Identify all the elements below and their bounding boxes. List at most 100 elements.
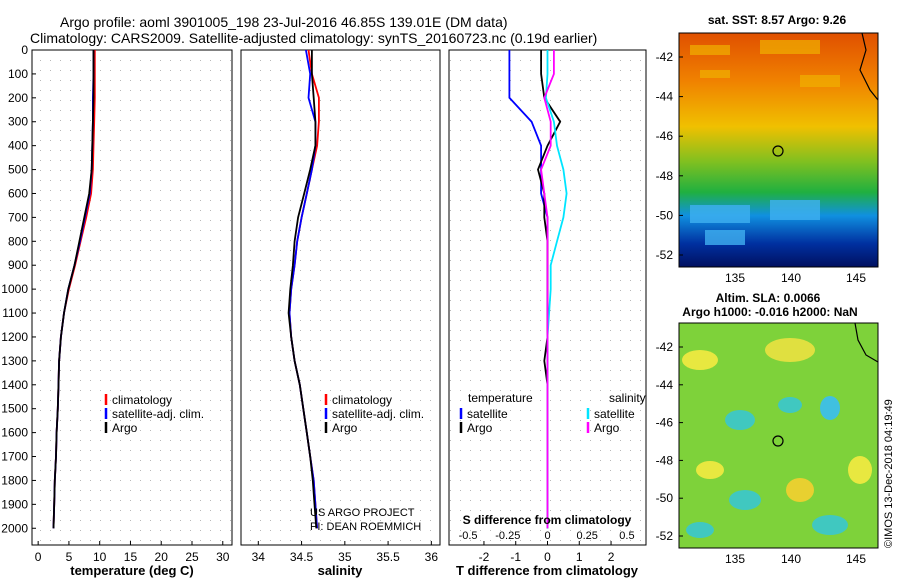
depth-tick-1300: 1300 (1, 354, 28, 368)
project-annotation-2: PI: DEAN ROEMMICH (310, 521, 421, 533)
depth-tick-600: 600 (8, 186, 28, 200)
top-tick-label: 0 (544, 530, 550, 542)
legend-label: Argo (112, 421, 138, 435)
depth-tick-0: 0 (21, 43, 28, 57)
x-tick-label: -1 (510, 550, 521, 564)
depth-tick-1400: 1400 (1, 378, 28, 392)
legend-label: Argo (332, 421, 358, 435)
sla-map: -42 -44 -46 -48 -50 -52 135 140 145 (656, 322, 879, 566)
depth-tick-1500: 1500 (1, 402, 28, 416)
lat-label: -42 (656, 50, 674, 64)
x-tick-label: 2 (608, 550, 615, 564)
salinity-tick-labels: 34 34.5 35 35.5 36 (252, 541, 439, 564)
depth-tick-1200: 1200 (1, 330, 28, 344)
top-tick-label: -0.5 (459, 530, 478, 542)
difference-xlabel-top: S difference from climatology (463, 513, 632, 527)
depth-tick-labels: 0 100 200 300 400 500 600 700 800 900 1000 1100 1200… (1, 43, 36, 535)
depth-tick-1000: 1000 (1, 282, 28, 296)
x-tick-label: 20 (155, 550, 169, 564)
lat-label: -52 (656, 529, 674, 543)
x-tick-label: 5 (66, 550, 73, 564)
x-tick-label: 36 (425, 550, 439, 564)
x-tick-label: 15 (124, 550, 138, 564)
sla-map-lon-labels: 135 140 145 (725, 552, 866, 566)
legend-label: Argo (594, 421, 620, 435)
temperature-grid (33, 51, 231, 544)
lat-label: -44 (656, 378, 674, 392)
lon-label: 140 (781, 552, 801, 566)
legend-title-salinity: salinity (609, 391, 646, 405)
sst-argo-marker (772, 145, 784, 157)
depth-tick-2000: 2000 (1, 521, 28, 535)
depth-tick-800: 800 (8, 234, 28, 248)
depth-tick-500: 500 (8, 163, 28, 177)
temperature-tick-labels: 0 5 10 15 20 25 30 (35, 541, 230, 564)
legend-label: climatology (112, 393, 172, 407)
depth-tick-300: 300 (8, 115, 28, 129)
series-argo (52, 50, 95, 529)
project-annotation-1: US ARGO PROJECT (310, 507, 415, 519)
sla-coastline (854, 322, 879, 363)
legend-label: satellite-adj. clim. (332, 407, 424, 421)
series-argo (287, 50, 318, 529)
credit-text: ©IMOS 13-Dec-2018 04:19:49 (883, 399, 895, 548)
depth-tick-1100: 1100 (2, 306, 28, 320)
x-tick-label: 34 (252, 550, 266, 564)
x-tick-label: -2 (479, 550, 490, 564)
x-tick-label: 35.5 (376, 550, 400, 564)
legend-label: Argo (467, 421, 493, 435)
legend-label: satellite-adj. clim. (112, 407, 204, 421)
salinity-xlabel: salinity (318, 563, 364, 578)
sla-map-lat-labels: -42 -44 -46 -48 -50 -52 (656, 340, 683, 543)
depth-tick-1900: 1900 (1, 497, 28, 511)
depth-tick-400: 400 (8, 139, 28, 153)
depth-tick-100: 100 (8, 67, 28, 81)
sla-map-title-1: Altim. SLA: 0.0066 (716, 291, 821, 305)
legend-title-temperature: temperature (468, 391, 533, 405)
difference-panel: -2 -1 0 1 2 -0.5 -0.25 0 0.25 0.5 T difference f… (448, 49, 647, 578)
series-s-argo (540, 50, 555, 529)
depth-tick-1800: 1800 (1, 473, 28, 487)
difference-tick-labels: -2 -1 0 1 2 (479, 541, 615, 564)
legend-label: climatology (332, 393, 392, 407)
difference-xlabel: T difference from climatology (456, 563, 639, 578)
sst-map-warm-patches (690, 40, 840, 87)
difference-top-tick-labels: -0.5 -0.25 0 0.25 0.5 (459, 530, 635, 542)
lat-label: -52 (656, 248, 674, 262)
sst-map-title: sat. SST: 8.57 Argo: 9.26 (708, 13, 847, 27)
title-line-2: Climatology: CARS2009. Satellite-adjuste… (30, 30, 597, 46)
x-tick-label: 0 (544, 550, 551, 564)
x-tick-label: 30 (216, 550, 230, 564)
lat-label: -44 (656, 90, 674, 104)
legend-label: satellite (594, 407, 635, 421)
top-tick-label: -0.25 (495, 530, 520, 542)
lat-label: -42 (656, 340, 674, 354)
difference-legend: temperature salinitysatelliteArgosatellit… (459, 391, 646, 435)
lon-label: 135 (725, 271, 745, 285)
depth-tick-700: 700 (8, 210, 28, 224)
x-tick-label: 34.5 (290, 550, 314, 564)
title-line-1: Argo profile: aoml 3901005_198 23-Jul-20… (60, 14, 508, 30)
lat-label: -46 (656, 129, 674, 143)
x-tick-label: 25 (185, 550, 199, 564)
temperature-panel: 0100200300400500600700800900100011001200… (1, 43, 233, 578)
sst-coastline (859, 32, 879, 101)
sst-map-lat-labels: -42 -44 -46 -48 -50 -52 (656, 50, 683, 262)
legend-label: satellite (467, 407, 508, 421)
salinity-panel: 34 34.5 35 35.5 36 salinity climatologysatel… (240, 49, 441, 578)
lon-label: 135 (725, 552, 745, 566)
sla-map-blobs (682, 338, 872, 538)
x-tick-label: 35 (338, 550, 352, 564)
top-tick-label: 0.25 (577, 530, 598, 542)
depth-tick-200: 200 (8, 91, 28, 105)
sst-map-cold-patches (690, 200, 820, 245)
sla-argo-marker (772, 435, 784, 447)
lon-label: 145 (846, 271, 866, 285)
x-tick-label: 1 (576, 550, 583, 564)
depth-tick-1700: 1700 (1, 450, 28, 464)
lon-label: 140 (781, 271, 801, 285)
lon-label: 145 (846, 552, 866, 566)
